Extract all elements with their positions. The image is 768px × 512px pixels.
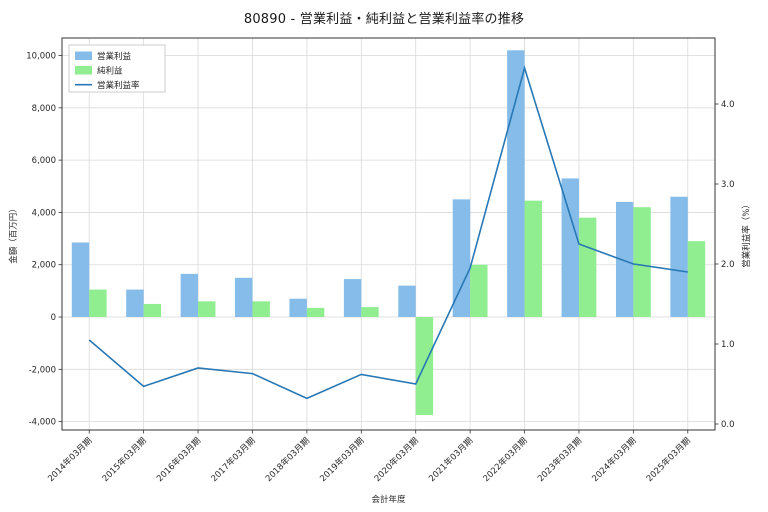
ytick-left-label: 8,000 bbox=[32, 104, 56, 114]
bar-operating-profit bbox=[452, 199, 471, 318]
bar-net-profit bbox=[198, 301, 216, 318]
line-operating-margin bbox=[88, 65, 688, 400]
legend-label: 営業利益率 bbox=[97, 80, 140, 91]
xtick-label: 2014年03月期 bbox=[46, 435, 95, 484]
bar-operating-profit bbox=[235, 277, 253, 318]
bar-operating-profit bbox=[126, 289, 144, 318]
y-axis-label-left: 金額（百万円） bbox=[8, 204, 19, 264]
bar-net-profit bbox=[143, 303, 162, 318]
bar-net-profit bbox=[89, 289, 107, 318]
xtick-label: 2023年03月期 bbox=[535, 435, 584, 484]
bar-operating-profit bbox=[343, 279, 362, 318]
ytick-right-label: 0.0 bbox=[721, 420, 735, 430]
ytick-left-label: -4,000 bbox=[29, 418, 56, 428]
bar-operating-profit bbox=[615, 201, 634, 318]
bar-net-profit bbox=[578, 217, 597, 318]
ytick-right-label: 4.0 bbox=[721, 100, 735, 110]
ytick-left-label: 4,000 bbox=[32, 208, 56, 218]
bar-net-profit bbox=[470, 264, 488, 318]
bar-net-profit bbox=[306, 307, 325, 318]
xtick-label: 2024年03月期 bbox=[590, 435, 639, 484]
bar-net-profit bbox=[687, 241, 706, 318]
bar-net-profit bbox=[633, 207, 651, 318]
bar-operating-profit bbox=[398, 285, 416, 318]
legend-label: 純利益 bbox=[97, 66, 123, 77]
xtick-label: 2020年03月期 bbox=[372, 435, 421, 484]
xtick-label: 2017年03月期 bbox=[209, 435, 258, 484]
plot-area bbox=[62, 38, 715, 430]
x-axis-label: 会計年度 bbox=[371, 494, 406, 505]
ytick-right-label: 2.0 bbox=[721, 260, 735, 270]
xtick-label: 2015年03月期 bbox=[100, 435, 149, 484]
chart-title: 80890 - 営業利益・純利益と営業利益率の推移 bbox=[243, 12, 525, 27]
bar-operating-profit bbox=[180, 273, 199, 318]
legend-swatch bbox=[75, 66, 92, 75]
xtick-label: 2025年03月期 bbox=[644, 435, 693, 484]
xtick-label: 2021年03月期 bbox=[426, 435, 475, 484]
xtick-label: 2016年03月期 bbox=[154, 435, 203, 484]
y-axis-label-right: 営業利益率（%） bbox=[741, 200, 752, 268]
legend-label: 営業利益 bbox=[97, 51, 132, 62]
ytick-right-label: 3.0 bbox=[721, 180, 735, 190]
plot-border bbox=[61, 37, 716, 431]
bar-net-profit bbox=[524, 200, 542, 318]
ytick-left-label: 2,000 bbox=[32, 261, 56, 271]
xtick-label: 2019年03月期 bbox=[318, 435, 367, 484]
bar-operating-profit bbox=[71, 242, 90, 318]
ytick-left-label: 0 bbox=[51, 313, 56, 323]
bar-operating-profit bbox=[670, 196, 688, 318]
bar-net-profit bbox=[252, 301, 270, 318]
ytick-left-label: 6,000 bbox=[32, 156, 56, 166]
xtick-label: 2018年03月期 bbox=[263, 435, 312, 484]
legend-swatch bbox=[75, 51, 92, 60]
bar-operating-profit bbox=[561, 178, 579, 318]
ytick-right-label: 1.0 bbox=[721, 340, 735, 350]
xtick-label: 2022年03月期 bbox=[481, 435, 530, 484]
ytick-left-label: -2,000 bbox=[29, 365, 56, 375]
bar-operating-profit bbox=[507, 50, 525, 318]
ytick-left-label: 10,000 bbox=[26, 52, 56, 62]
bar-operating-profit bbox=[289, 298, 307, 318]
bar-net-profit bbox=[361, 307, 379, 318]
